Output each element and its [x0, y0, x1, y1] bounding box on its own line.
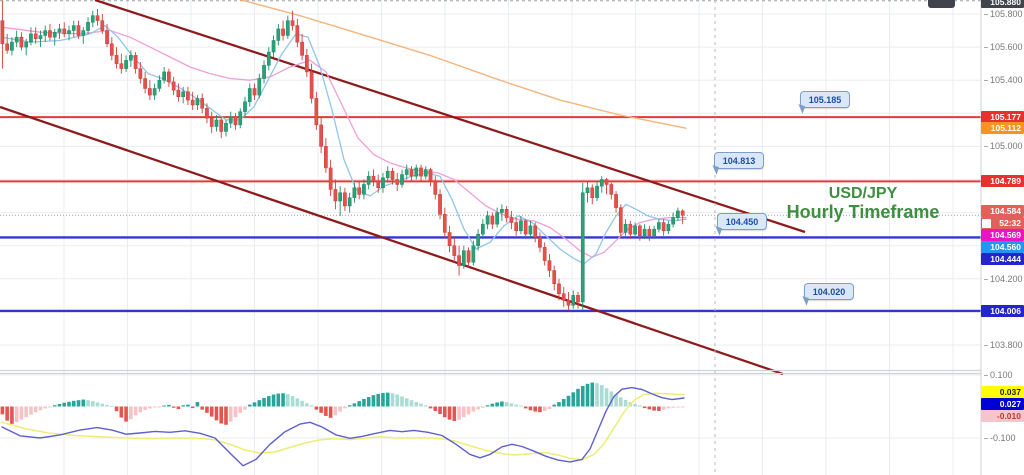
price-tag: 104.569 — [981, 229, 1024, 241]
price-callout[interactable]: 104.020 — [799, 283, 854, 306]
price-tag: 104.006 — [981, 305, 1024, 317]
price-tag: -0.010 — [981, 410, 1024, 422]
symbol-title: USD/JPY — [828, 185, 898, 202]
chart-watermark-title: USD/JPY Hourly Timeframe — [758, 185, 968, 222]
chart-widget[interactable] — [928, 0, 955, 8]
price-tag: 105.880 — [981, 0, 1024, 8]
price-callout[interactable]: 105.185 — [795, 91, 850, 114]
price-callout[interactable]: 104.450 — [712, 213, 767, 236]
price-callout[interactable]: 104.813 — [709, 152, 764, 175]
axis-tick-label: 105.000 — [984, 141, 1023, 151]
price-tag: 0.027 — [981, 398, 1024, 410]
price-tag: 104.584 — [981, 205, 1024, 217]
axis-tick-label: -0.100 — [984, 433, 1016, 443]
timer-white-box — [982, 218, 991, 228]
countdown-tag: 52:32 — [981, 217, 1024, 229]
price-tag: 105.177 — [981, 111, 1024, 123]
price-tag: 105.112 — [981, 122, 1024, 134]
price-tag: 104.560 — [981, 241, 1024, 253]
axis-tick-label: 105.800 — [984, 9, 1023, 19]
axis-tick-label: 103.800 — [984, 340, 1023, 350]
axis-tick-label: 104.200 — [984, 274, 1023, 284]
price-tag: 104.444 — [981, 253, 1024, 265]
axis-tick-label: 0.100 — [984, 370, 1013, 380]
price-tag: 104.789 — [981, 175, 1024, 187]
timeframe-title: Hourly Timeframe — [786, 201, 940, 222]
axis-tick-label: 105.600 — [984, 42, 1023, 52]
axis-tick-label: 105.400 — [984, 75, 1023, 85]
price-tag: 0.037 — [981, 386, 1024, 398]
